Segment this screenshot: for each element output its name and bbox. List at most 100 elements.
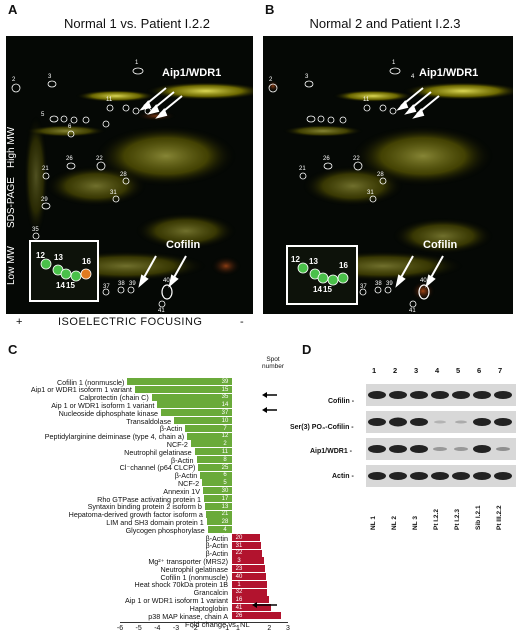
- spot-number: 22: [235, 550, 243, 557]
- spot-number: 28: [221, 519, 229, 526]
- svg-text:12: 12: [36, 251, 45, 260]
- spot-number: 39: [221, 378, 229, 385]
- svg-text:12: 12: [291, 255, 300, 264]
- panel-d-letter: D: [302, 342, 312, 357]
- low-mw-label: Low MW: [6, 246, 17, 285]
- svg-text:13: 13: [309, 257, 318, 266]
- sample-nl2: NL 2: [391, 516, 398, 530]
- spot-number: 11: [221, 449, 229, 455]
- spot-number: 10: [221, 417, 229, 424]
- protein-label: Transaldolase: [126, 416, 172, 426]
- svg-text:11: 11: [363, 97, 370, 103]
- protein-label: Cofilin 1 (nonmuscle): [56, 377, 125, 387]
- svg-text:3: 3: [305, 74, 309, 80]
- protein-label: p38 MAP kinase, chain A: [148, 611, 228, 621]
- svg-text:40: 40: [163, 278, 170, 284]
- x-axis-label: Fold change vs. NL: [185, 620, 250, 629]
- protein-label: Mg²⁺ transporter (MRS2): [148, 556, 228, 566]
- highlight-arrow-icon: [262, 401, 278, 419]
- spot-number: 13: [221, 503, 229, 510]
- x-tick-label: -5: [135, 624, 142, 632]
- spot-number: 40: [235, 573, 243, 580]
- spot-number: 41: [235, 605, 243, 611]
- svg-text:41: 41: [158, 308, 165, 314]
- blot-label-actin: Actin -: [332, 473, 354, 480]
- svg-text:40: 40: [420, 278, 427, 284]
- protein-label: Peptidylarginine deiminase (type 4, chai…: [44, 432, 185, 442]
- svg-text:26: 26: [323, 156, 330, 162]
- fold-change-bar: [194, 448, 232, 456]
- fold-change-bar: [232, 549, 262, 557]
- svg-text:21: 21: [299, 166, 306, 172]
- protein-label: β-Actin: [205, 541, 228, 551]
- protein-label: Annexin 1V: [163, 486, 201, 496]
- sample-nl1: NL 1: [370, 516, 377, 530]
- panel-a-title: Normal 1 vs. Patient I.2.2: [64, 16, 210, 31]
- sample-pt123: Pt I.2.3: [454, 509, 461, 530]
- protein-label: β-Actin: [205, 549, 228, 559]
- fold-change-bar: [206, 518, 232, 526]
- spot-number: 8: [223, 456, 227, 463]
- svg-text:31: 31: [367, 190, 374, 196]
- fold-change-bar: [127, 378, 232, 385]
- fold-change-bar: [204, 495, 232, 502]
- fold-change-bar: [232, 534, 260, 541]
- protein-label: Aip1 or WDR1 isoform 1 variant: [30, 385, 132, 395]
- lane-6: 6: [477, 366, 482, 375]
- svg-text:35: 35: [32, 227, 39, 233]
- if-label: ISOELECTRIC FOCUSING: [58, 316, 203, 328]
- x-tick-label: -6: [116, 624, 124, 632]
- x-tick-label: -2: [191, 624, 198, 632]
- protein-label: β-Actin: [171, 455, 194, 465]
- svg-text:28: 28: [377, 172, 384, 178]
- spot-number: 23: [235, 566, 243, 572]
- fold-change-bar: [232, 580, 267, 588]
- x-tick-label: 3: [286, 624, 290, 632]
- svg-text:6: 6: [68, 124, 72, 130]
- spot-number: 7: [223, 425, 227, 432]
- fold-change-bar: [202, 479, 232, 487]
- svg-text:16: 16: [339, 261, 348, 270]
- fold-change-bar: [232, 565, 265, 573]
- fold-change-bar: [174, 417, 232, 424]
- protein-label: Grancalcin: [193, 588, 228, 598]
- svg-text:22: 22: [96, 156, 103, 162]
- spot-number: 16: [235, 597, 243, 604]
- svg-text:37: 37: [360, 284, 367, 290]
- fold-change-bar: [204, 502, 232, 510]
- spot-number: 14: [221, 402, 229, 409]
- spot-number: 17: [221, 495, 229, 502]
- protein-label: Neutrophil gelatinase: [160, 564, 228, 574]
- lane-3: 3: [414, 366, 419, 375]
- spot-number: 30: [221, 488, 229, 494]
- blot-label-aip1: Aip1/WDR1 -: [310, 448, 352, 455]
- fold-change-bar: [232, 573, 266, 580]
- protein-label: Aip 1 or WDR1 isoform 1 variant: [124, 595, 228, 605]
- svg-text:14: 14: [313, 285, 322, 294]
- spot-number: 3: [237, 558, 241, 565]
- fold-change-bar: [205, 510, 232, 518]
- lane-7: 7: [498, 366, 503, 375]
- x-tick-label: -1: [222, 624, 230, 632]
- fold-change-bar: [200, 471, 232, 479]
- lane-numbers: 1 2 3 4 5 6 7: [366, 366, 516, 376]
- spot-number-header: Spot number: [261, 356, 285, 370]
- aip1-label-b: Aip1/WDR1: [419, 67, 478, 79]
- svg-text:41: 41: [409, 308, 416, 314]
- x-axis-line: [120, 621, 288, 623]
- fold-change-bar: [190, 440, 232, 448]
- protein-label: Syntaxin binding protein 2 isoform b: [87, 502, 202, 512]
- fold-change-bar: [134, 385, 232, 393]
- svg-text:11: 11: [106, 97, 113, 103]
- fold-change-bar: [151, 393, 232, 401]
- svg-text:5: 5: [41, 112, 45, 118]
- spot-number: 2: [223, 441, 227, 448]
- spot-number: 12: [221, 433, 229, 440]
- cofilin-label-a: Cofilin: [166, 239, 200, 251]
- high-mw-label: High MW: [6, 126, 17, 168]
- protein-label: LIM and SH3 domain protein 1: [106, 517, 204, 527]
- svg-text:1: 1: [135, 60, 139, 66]
- fold-change-bar: [232, 588, 268, 596]
- aip1-arrows-b: [395, 87, 444, 288]
